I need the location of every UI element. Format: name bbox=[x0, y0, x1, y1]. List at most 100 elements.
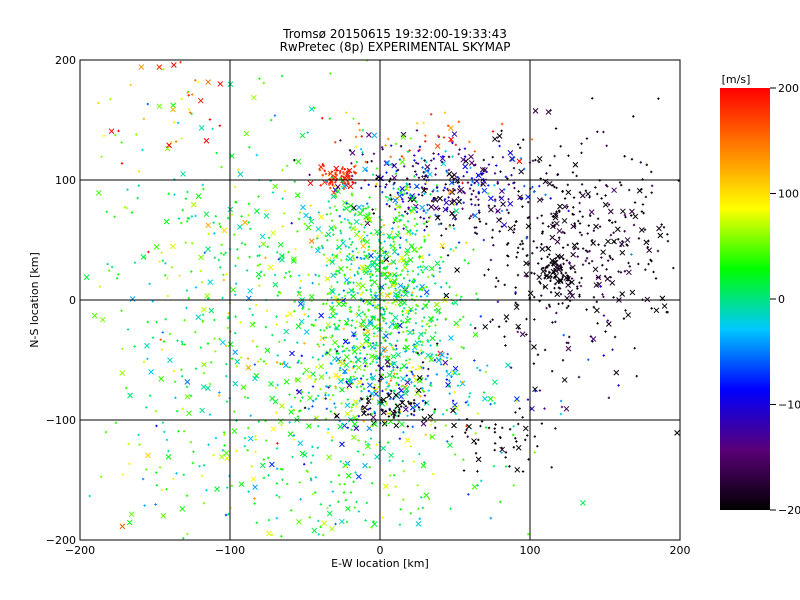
data-point-plus bbox=[397, 414, 400, 418]
data-point-plus bbox=[224, 513, 228, 517]
data-point-plus bbox=[369, 372, 373, 376]
data-point-plus bbox=[405, 326, 409, 329]
data-point-plus bbox=[351, 241, 354, 244]
data-point-x bbox=[156, 64, 163, 70]
data-point-x bbox=[561, 217, 568, 224]
data-point-plus bbox=[538, 184, 541, 188]
data-point-plus bbox=[334, 522, 337, 526]
data-point-plus bbox=[627, 261, 630, 265]
data-point-plus bbox=[402, 347, 405, 350]
data-point-plus bbox=[161, 259, 164, 262]
data-point-plus bbox=[633, 201, 637, 204]
data-point-plus bbox=[439, 285, 443, 289]
data-point-plus bbox=[110, 265, 114, 269]
data-point-plus bbox=[519, 156, 523, 160]
data-point-plus bbox=[133, 261, 137, 264]
data-point-plus bbox=[192, 450, 195, 453]
data-point-plus bbox=[288, 270, 291, 273]
data-point-plus bbox=[397, 331, 401, 334]
data-point-x bbox=[545, 245, 552, 252]
data-point-x bbox=[328, 525, 335, 532]
data-point-plus bbox=[392, 164, 395, 167]
data-point-x bbox=[540, 268, 547, 275]
data-point-plus bbox=[355, 228, 358, 231]
data-point-plus bbox=[316, 394, 320, 397]
data-point-plus bbox=[372, 152, 376, 156]
data-point-x bbox=[414, 390, 421, 396]
data-point-plus bbox=[427, 497, 431, 501]
data-point-plus bbox=[531, 252, 534, 255]
data-point-plus bbox=[504, 320, 508, 323]
data-point-x bbox=[473, 178, 480, 185]
data-point-plus bbox=[293, 158, 296, 162]
data-point-plus bbox=[660, 223, 663, 226]
data-point-x bbox=[434, 301, 440, 308]
data-point-plus bbox=[338, 271, 341, 275]
data-point-plus bbox=[357, 230, 361, 233]
data-point-x bbox=[420, 420, 427, 427]
data-point-plus bbox=[460, 345, 463, 349]
data-point-plus bbox=[182, 430, 186, 433]
data-point-plus bbox=[334, 226, 337, 230]
data-point-x bbox=[514, 466, 521, 473]
data-point-plus bbox=[329, 181, 332, 185]
data-point-plus bbox=[475, 232, 479, 235]
data-point-plus bbox=[592, 305, 596, 309]
data-point-plus bbox=[371, 273, 374, 277]
data-point-plus bbox=[391, 237, 395, 240]
data-point-plus bbox=[244, 243, 247, 246]
data-point-x bbox=[391, 360, 398, 367]
data-point-plus bbox=[449, 139, 453, 143]
data-point-plus bbox=[394, 142, 398, 146]
data-point-plus bbox=[512, 181, 515, 185]
data-point-plus bbox=[137, 184, 140, 187]
data-point-plus bbox=[425, 225, 428, 228]
data-point-plus bbox=[257, 360, 260, 363]
data-point-plus bbox=[219, 225, 222, 228]
data-point-x bbox=[299, 132, 306, 139]
data-point-plus bbox=[208, 118, 212, 121]
data-point-plus bbox=[410, 381, 413, 384]
data-point-x bbox=[386, 372, 393, 378]
data-point-plus bbox=[550, 369, 554, 373]
data-point-x bbox=[495, 208, 501, 214]
data-point-plus bbox=[115, 277, 119, 280]
data-point-plus bbox=[367, 245, 371, 248]
data-point-x bbox=[254, 208, 260, 215]
data-point-plus bbox=[477, 217, 481, 221]
data-point-x bbox=[402, 406, 409, 413]
data-point-plus bbox=[382, 319, 385, 323]
data-point-plus bbox=[351, 367, 355, 370]
data-point-x bbox=[345, 472, 352, 479]
data-point-plus bbox=[328, 348, 332, 352]
data-point-plus bbox=[389, 163, 393, 166]
data-point-plus bbox=[501, 156, 505, 159]
data-point-x bbox=[356, 379, 363, 386]
data-point-plus bbox=[409, 309, 412, 313]
data-point-plus bbox=[360, 398, 364, 401]
data-point-plus bbox=[397, 411, 401, 414]
data-point-plus bbox=[617, 238, 620, 241]
data-point-plus bbox=[401, 193, 404, 197]
data-point-plus bbox=[240, 215, 243, 218]
data-point-x bbox=[205, 385, 211, 392]
data-point-plus bbox=[206, 342, 210, 345]
data-point-plus bbox=[265, 309, 269, 312]
data-point-x bbox=[253, 372, 260, 379]
data-point-plus bbox=[429, 344, 432, 347]
data-point-plus bbox=[605, 144, 608, 147]
data-point-x bbox=[330, 193, 337, 200]
data-point-plus bbox=[240, 356, 243, 359]
data-point-plus bbox=[340, 174, 343, 178]
data-point-plus bbox=[338, 483, 342, 486]
data-point-plus bbox=[454, 143, 458, 147]
data-point-x bbox=[403, 259, 410, 266]
data-point-x bbox=[407, 329, 413, 336]
data-point-plus bbox=[218, 222, 221, 225]
data-point-plus bbox=[415, 303, 418, 307]
data-point-plus bbox=[374, 207, 377, 211]
data-point-plus bbox=[578, 293, 581, 297]
data-point-x bbox=[632, 213, 639, 220]
data-point-plus bbox=[340, 221, 343, 224]
data-point-plus bbox=[447, 155, 451, 159]
